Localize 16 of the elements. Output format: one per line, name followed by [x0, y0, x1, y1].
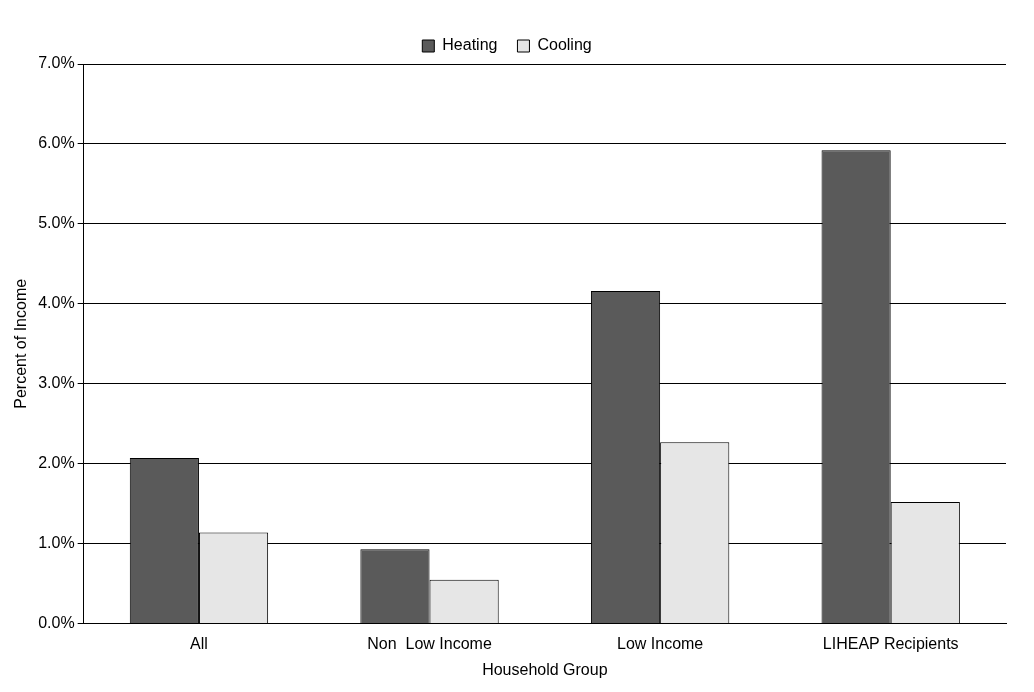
legend-label: Heating	[442, 36, 498, 54]
y-tick-label: 1.0%	[38, 534, 75, 552]
x-tick-label: Non Low Income	[367, 634, 492, 652]
y-tick-label: 3.0%	[38, 374, 75, 392]
y-tick-label: 2.0%	[38, 454, 75, 472]
y-axis-title: Percent of Income	[12, 278, 30, 409]
x-tick-label: LIHEAP Recipients	[822, 634, 959, 652]
y-tick-label: 6.0%	[38, 134, 75, 152]
y-tick-label: 4.0%	[38, 294, 75, 312]
legend-label: Cooling	[537, 36, 592, 54]
x-tick-label: All	[190, 634, 208, 652]
x-tick-label: Low Income	[616, 634, 704, 652]
y-tick-label: 0.0%	[38, 614, 75, 632]
y-tick-label: 7.0%	[38, 54, 75, 72]
y-tick-label: 5.0%	[38, 214, 75, 232]
x-axis-title: Household Group	[482, 660, 608, 678]
